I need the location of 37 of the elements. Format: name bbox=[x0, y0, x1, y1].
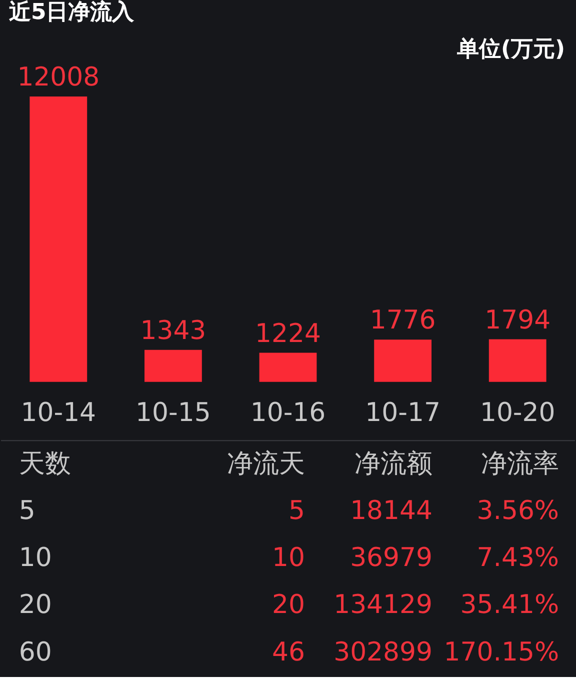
text: 3.56% bbox=[476, 496, 560, 526]
category-label: 净流天 bbox=[226, 449, 305, 480]
text: 35.41% bbox=[460, 590, 560, 620]
text: 134129 bbox=[334, 590, 432, 620]
bar bbox=[259, 352, 317, 382]
category-label: 净流额 bbox=[354, 449, 432, 480]
x-tick-label: 10-15 bbox=[136, 398, 211, 428]
text: 170.15% bbox=[444, 637, 560, 668]
text: 302899 bbox=[334, 637, 432, 668]
text: 5 bbox=[288, 496, 305, 526]
text: 18144 bbox=[350, 496, 432, 526]
data-label: 1776 bbox=[370, 306, 436, 336]
data-label: 1224 bbox=[255, 318, 321, 349]
text: 60 bbox=[18, 637, 52, 668]
data-label: 1794 bbox=[484, 305, 551, 336]
y-axis-title: 单位(万元) bbox=[456, 36, 566, 62]
data-label: 12008 bbox=[17, 62, 100, 93]
data-label: 1343 bbox=[140, 316, 206, 346]
x-tick-label: 10-17 bbox=[365, 398, 440, 428]
bar bbox=[374, 340, 432, 382]
text: 7.43% bbox=[476, 543, 560, 574]
bar bbox=[144, 350, 202, 382]
text: 5 bbox=[18, 496, 36, 526]
text: 36979 bbox=[350, 543, 432, 574]
x-tick-label: 10-20 bbox=[480, 398, 556, 428]
text: 10 bbox=[18, 543, 52, 574]
text: 20 bbox=[272, 590, 305, 620]
category-label: 净流率 bbox=[481, 449, 560, 480]
bar bbox=[30, 96, 88, 382]
text: 20 bbox=[18, 590, 52, 620]
text: 10 bbox=[272, 543, 305, 574]
bar bbox=[488, 339, 546, 382]
category-label: 天数 bbox=[18, 449, 71, 480]
x-tick-label: 10-16 bbox=[250, 398, 326, 428]
x-tick-label: 10-14 bbox=[20, 398, 96, 428]
chart-title: 近5日净流入 bbox=[8, 0, 136, 26]
text: 46 bbox=[272, 637, 305, 668]
